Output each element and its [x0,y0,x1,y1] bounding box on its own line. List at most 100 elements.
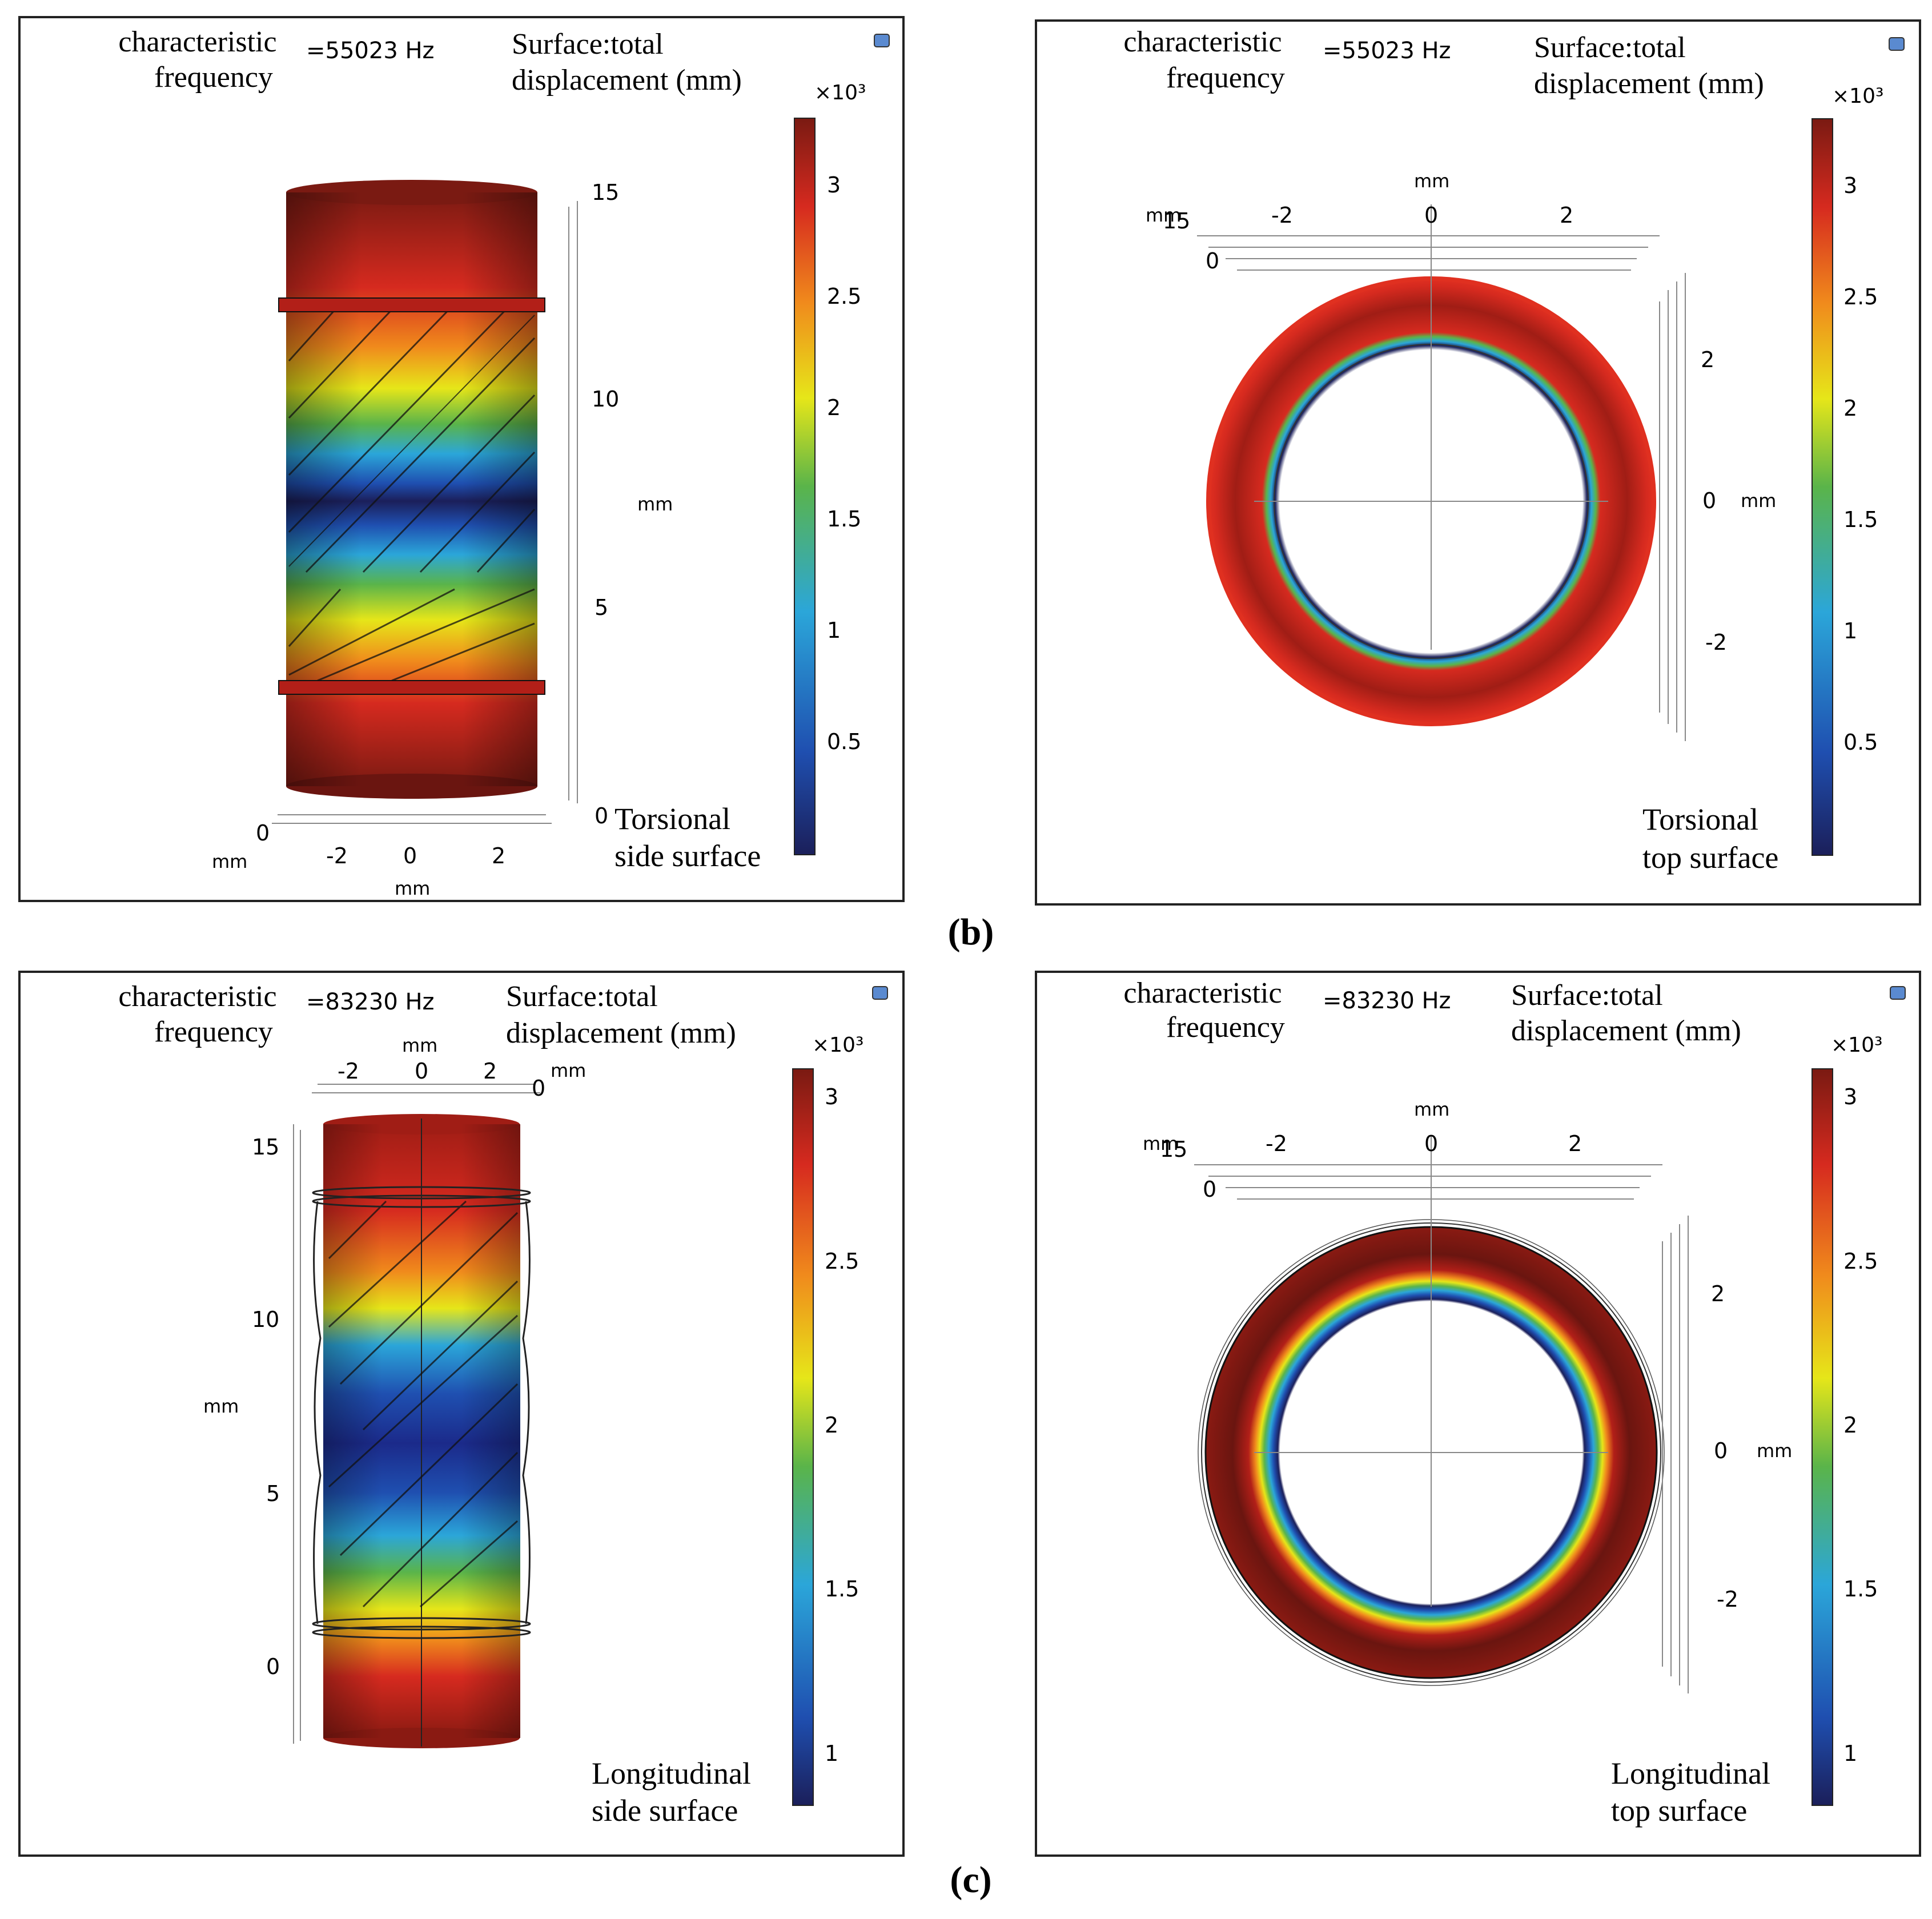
panel-torsional-side: characteristic frequency =55023 Hz Surfa… [18,16,905,902]
colorbar-tick: 1.5 [1843,1576,1878,1602]
view-icon[interactable] [872,986,888,1000]
axis-unit-label: mm [1757,1440,1792,1462]
axis-unit-label: mm [395,878,430,899]
axis-corner-15: 15 [1160,1137,1187,1162]
colorbar-exponent: ×10³ [1832,85,1883,108]
axis-tick: 15 [252,1134,279,1160]
axis-unit-label: mm [1146,204,1181,226]
axis-unit-label: mm [1143,1133,1178,1154]
surface-label-2: displacement (mm) [1534,67,1764,100]
view-icon[interactable] [1890,986,1906,1000]
axis-unit-label: mm [637,493,673,515]
colorbar-ticks: 3 2.5 2 1.5 1 [825,1084,859,1766]
surface-label: Surface:total [1511,979,1663,1012]
axis-tick: 2 [1711,1281,1725,1306]
frequency-value: =55023 Hz [306,38,435,64]
surface-label-2: displacement (mm) [506,1017,736,1049]
axis-tick: 2 [483,1059,497,1084]
axis-tick: 0 [403,843,417,868]
surface-label: Surface:total [512,28,664,61]
frequency-value: =83230 Hz [306,989,435,1015]
axis-tick: 10 [592,387,619,412]
axis-tick: 15 [592,180,619,205]
axis-zero-label: 0 [532,1076,545,1101]
view-icon[interactable] [1889,37,1905,51]
panel-torsional-top: characteristic frequency =55023 Hz Surfa… [1035,19,1921,906]
char-freq-label-2: frequency [154,1016,273,1048]
axis-unit-label: mm [203,1395,239,1417]
colorbar-tick: 3 [825,1084,838,1109]
caption-c: (c) [950,1859,992,1901]
axis-tick: 10 [252,1307,279,1332]
colorbar-tick: 0.5 [1843,730,1878,755]
panel-longitudinal-side: characteristic frequency =83230 Hz Surfa… [18,971,905,1857]
colorbar-tick: 1 [827,618,841,643]
axis-tick: -2 [1705,630,1727,655]
char-freq-label: characteristic [1123,977,1282,1009]
mode-label: Longitudinal [592,1756,751,1791]
longitudinal-top-plot: characteristic frequency =83230 Hz Surfa… [1123,977,1906,1828]
colorbar-exponent: ×10³ [1831,1033,1882,1057]
colorbar-tick: 2.5 [1843,1249,1878,1274]
colorbar-tick: 1 [1843,1741,1857,1766]
axis-tick: 0 [1424,203,1438,228]
axis-unit-label: mm [1414,170,1449,192]
torsional-top-plot: characteristic frequency =55023 Hz Surfa… [1123,26,1905,875]
colorbar-exponent: ×10³ [814,81,866,104]
axis-corner-0: 0 [1206,248,1219,273]
colorbar-tick: 3 [1843,1084,1857,1109]
axis-tick: 2 [492,843,505,868]
axis-tick: -2 [326,843,348,868]
axis-unit-label: mm [551,1060,586,1081]
cylinder-model [278,180,545,799]
colorbar-tick: 1.5 [827,506,861,532]
axis-tick: 5 [595,595,608,620]
caption-b: (b) [947,911,994,953]
colorbar-ticks: 3 2.5 2 1.5 1 0.5 [1843,173,1878,755]
frequency-value: =83230 Hz [1323,988,1451,1014]
mode-label: Longitudinal [1611,1756,1770,1791]
char-freq-label: characteristic [1123,26,1282,58]
mode-label-2: side surface [614,839,761,873]
axis-unit-label: mm [1741,490,1776,512]
colorbar-tick: 2.5 [825,1249,859,1274]
axis-tick: 0 [1424,1131,1438,1156]
axis-corner-15: 15 [1163,208,1190,234]
colorbar-exponent: ×10³ [812,1033,863,1057]
surface-label: Surface:total [506,980,658,1013]
colorbar-tick: 2.5 [1843,284,1878,309]
axis-zero-label: 0 [256,820,270,846]
view-icon[interactable] [874,34,890,47]
colorbar-tick: 2 [1843,1413,1857,1438]
colorbar-tick: 2.5 [827,284,861,309]
mode-label-2: side surface [592,1793,738,1828]
axis-tick: 0 [1714,1438,1728,1463]
panel-longitudinal-top: characteristic frequency =83230 Hz Surfa… [1035,971,1921,1857]
colorbar [1811,118,1833,856]
colorbar-tick: 1.5 [825,1576,859,1602]
cylinder-model [312,1114,531,1748]
colorbar [794,118,816,855]
colorbar-tick: 1 [1843,618,1857,643]
colorbar [792,1068,814,1806]
axis-vertical [568,201,578,803]
axis-tick: -2 [338,1059,359,1084]
axis-tick: 0 [266,1654,280,1679]
mode-label: Torsional [614,802,730,836]
surface-label: Surface:total [1534,31,1686,64]
colorbar-tick: 1 [825,1741,838,1766]
colorbar-tick: 3 [827,172,841,198]
colorbar-tick: 2 [827,395,841,420]
axis-unit-label: mm [402,1035,437,1056]
axis-tick: -2 [1266,1131,1287,1156]
char-freq-label: characteristic [118,980,276,1013]
axis-corner-0: 0 [1203,1177,1216,1202]
axis-tick: 0 [595,803,608,828]
char-freq-label-2: frequency [1166,62,1285,94]
longitudinal-side-plot: characteristic frequency =83230 Hz Surfa… [118,980,888,1828]
mode-label-2: top surface [1611,1793,1747,1828]
axis-tick: -2 [1271,203,1293,228]
colorbar-tick: 3 [1843,173,1857,198]
colorbar-tick: 1.5 [1843,507,1878,532]
axis-tick: 2 [1568,1131,1582,1156]
